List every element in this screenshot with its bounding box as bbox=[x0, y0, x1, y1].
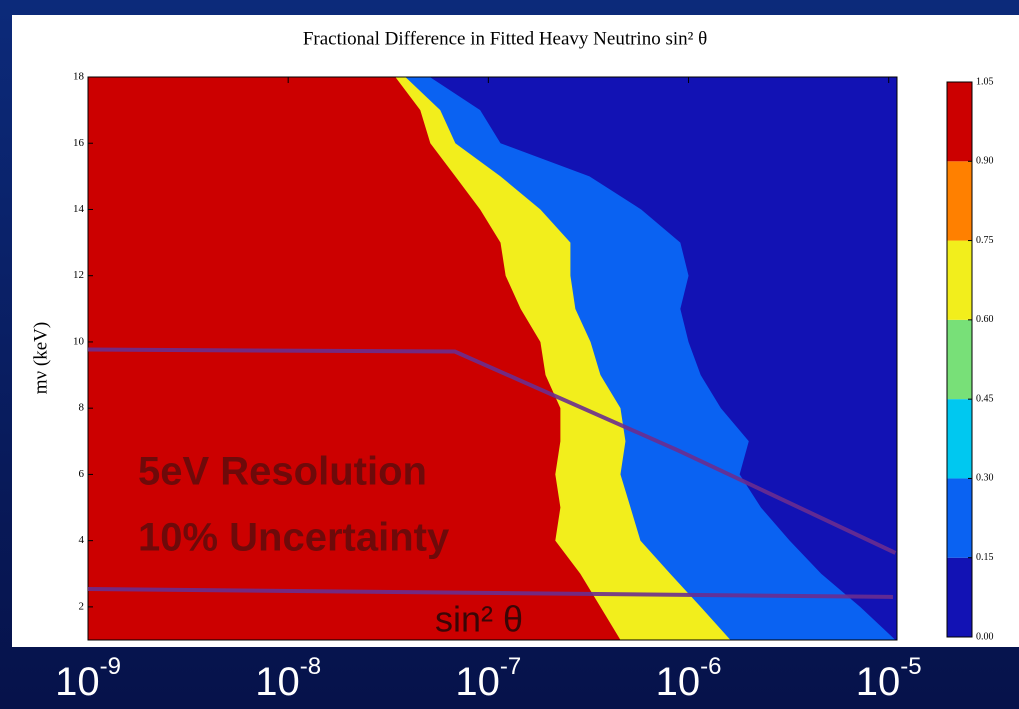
colorbar-tick-label: 0.15 bbox=[976, 552, 994, 563]
colorbar-band bbox=[947, 240, 972, 320]
x-tick-label: 10-6 bbox=[656, 653, 722, 703]
chart-title: Fractional Difference in Fitted Heavy Ne… bbox=[303, 28, 707, 49]
plot-area: 2 4 6 8 10 12 14 16 18 bbox=[73, 71, 898, 641]
y-axis-label: mν (keV) bbox=[30, 322, 51, 394]
colorbar-tick-label: 0.60 bbox=[976, 314, 994, 325]
colorbar-tick-label: 0.45 bbox=[976, 393, 994, 404]
colorbar-tick-label: 0.75 bbox=[976, 235, 994, 246]
annotation: sin² θ bbox=[435, 599, 523, 640]
colorbar-tick-label: 0.30 bbox=[976, 473, 994, 484]
y-tick-label: 12 bbox=[73, 269, 84, 281]
colorbar-tick-label: 0.00 bbox=[976, 631, 994, 642]
colorbar-band bbox=[947, 82, 972, 162]
y-tick-label: 16 bbox=[73, 137, 85, 149]
annotation-line bbox=[87, 586, 893, 599]
y-tick-label: 2 bbox=[79, 600, 85, 612]
x-tick-label: 10-8 bbox=[255, 653, 321, 703]
colorbar-tick-label: 0.90 bbox=[976, 156, 994, 167]
colorbar-tick-label: 1.05 bbox=[976, 76, 994, 87]
colorbar-band bbox=[947, 557, 972, 637]
x-tick-label: 10-7 bbox=[455, 653, 521, 703]
colorbar-frame bbox=[946, 81, 973, 638]
x-tick-label: 10-5 bbox=[856, 653, 922, 703]
annotation: 5eV Resolution bbox=[138, 450, 427, 494]
contour-region bbox=[88, 77, 621, 640]
y-tick-label: 8 bbox=[79, 402, 85, 414]
y-tick-label: 18 bbox=[73, 71, 85, 83]
colorbar-band bbox=[947, 478, 972, 558]
colorbar-band bbox=[947, 399, 972, 479]
y-tick-label: 10 bbox=[73, 335, 85, 347]
annotation: 10% Uncertainty bbox=[138, 516, 450, 560]
annotation-line bbox=[87, 347, 897, 555]
colorbar-band bbox=[947, 161, 972, 241]
y-tick-label: 4 bbox=[79, 534, 85, 546]
y-tick-label: 6 bbox=[79, 468, 85, 480]
colorbar-band bbox=[947, 319, 972, 400]
y-tick-label: 14 bbox=[73, 203, 85, 215]
plot-frame bbox=[87, 76, 898, 641]
x-tick-label: 10-9 bbox=[55, 653, 121, 703]
